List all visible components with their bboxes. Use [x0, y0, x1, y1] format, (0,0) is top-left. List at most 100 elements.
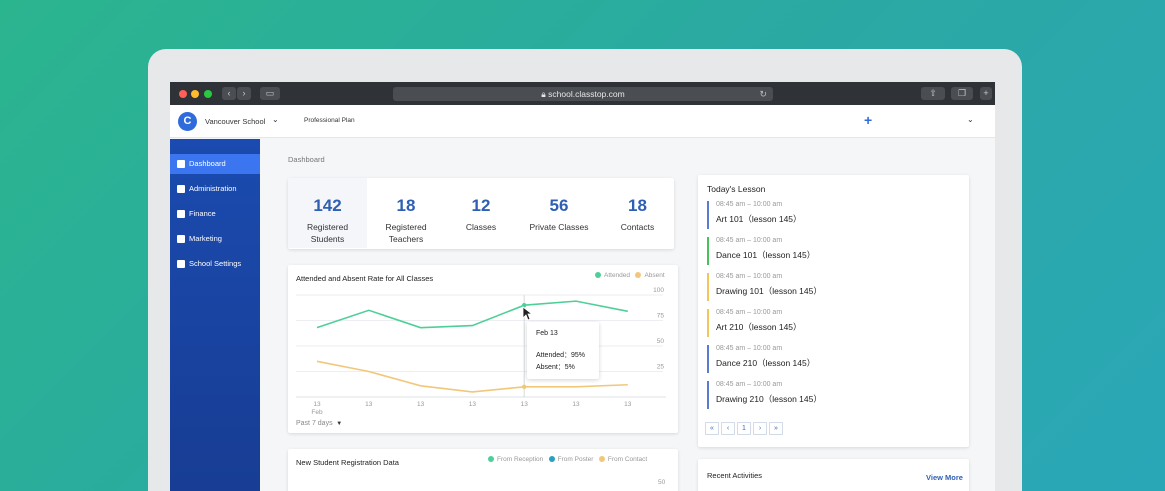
reload-icon[interactable]: ↻: [759, 89, 767, 99]
stat-label: Registered Teachers: [385, 222, 427, 244]
stat-label: Registered Students: [306, 222, 349, 244]
view-more-link[interactable]: View More: [926, 473, 963, 482]
legend-dot-attended: [595, 272, 601, 278]
legend-attended[interactable]: Attended: [604, 272, 631, 279]
lesson-time: 08:45 am – 10:00 am: [716, 273, 783, 280]
sidebar-item-label: Administration: [189, 184, 237, 193]
lesson-item[interactable]: 08:45 am – 10:00 am Art 101（lesson 145）: [707, 201, 947, 229]
sidebar: Dashboard Administration Finance Marketi…: [170, 139, 260, 491]
stat-classes[interactable]: 12 Classes: [445, 178, 517, 248]
lesson-item[interactable]: 08:45 am – 10:00 am Dance 101（lesson 145…: [707, 237, 947, 265]
stat-private-classes[interactable]: 56 Private Classes: [517, 178, 601, 248]
person-icon: [177, 235, 185, 243]
sidebar-item-label: Marketing: [189, 234, 222, 243]
chart-icon: [177, 210, 185, 218]
x-tick-label: 13: [417, 401, 425, 408]
app-header: C Vancouver School ⌄ Professional Plan +…: [170, 105, 995, 138]
stat-registered-students[interactable]: 142 Registered Students: [288, 178, 367, 248]
range-select[interactable]: Past 7 days ▼: [296, 420, 342, 427]
next-page-button[interactable]: ›: [753, 422, 767, 435]
y-tick-label: 75: [657, 313, 665, 320]
x-tick-label: 13: [624, 401, 632, 408]
share-icon[interactable]: ⇧: [921, 87, 945, 100]
first-page-button[interactable]: «: [705, 422, 719, 435]
browser-toolbar: ‹ › ▭ 🔒︎ school.classtop.com ↻ ⇧ ❐ +: [170, 82, 995, 105]
chart-tooltip: Feb 13 Attended：95% Absent：5%: [527, 322, 599, 379]
legend-from-contact[interactable]: From Contact: [607, 456, 648, 463]
y-tick-label: 50: [657, 338, 665, 345]
maximize-window-button[interactable]: [204, 90, 212, 98]
back-button[interactable]: ‹: [222, 87, 236, 100]
lesson-item[interactable]: 08:45 am – 10:00 am Drawing 101（lesson 1…: [707, 273, 947, 301]
sidebar-item-label: Finance: [189, 209, 216, 218]
stat-value: 12: [471, 196, 491, 215]
account-menu-chevron-icon[interactable]: ⌄: [967, 115, 974, 124]
todays-lesson-card: Today's Lesson 08:45 am – 10:00 am Art 1…: [698, 175, 969, 447]
chevron-down-icon[interactable]: ⌄: [272, 115, 279, 124]
lesson-item[interactable]: 08:45 am – 10:00 am Drawing 210（lesson 1…: [707, 381, 947, 409]
x-tick-label: 13: [313, 401, 321, 408]
data-point-absent: [522, 384, 527, 389]
legend-absent[interactable]: Absent: [644, 272, 665, 279]
tooltip-absent: Absent：5%: [536, 364, 575, 371]
attendance-chart-card: Attended and Absent Rate for All Classes…: [288, 265, 678, 433]
stats-card: 142 Registered Students 18 Registered Teac…: [288, 178, 674, 249]
lesson-name: Drawing 210（lesson 145）: [716, 394, 822, 404]
stat-value: 56: [549, 196, 569, 215]
stat-label: Classes: [465, 222, 497, 232]
lesson-name: Art 210（lesson 145）: [716, 322, 802, 332]
lesson-item[interactable]: 08:45 am – 10:00 am Art 210（lesson 145）: [707, 309, 947, 337]
breadcrumb: Dashboard: [288, 155, 325, 164]
stat-value: 18: [628, 196, 647, 215]
sidebar-toggle-icon[interactable]: ▭: [260, 87, 280, 100]
sidebar-item-label: Dashboard: [189, 159, 226, 168]
sidebar-item-label: School Settings: [189, 259, 242, 268]
mouse-cursor-icon: [522, 306, 534, 321]
forward-button[interactable]: ›: [237, 87, 251, 100]
x-tick-label: 13: [469, 401, 477, 408]
y-tick: 50: [658, 479, 666, 486]
page-1-button[interactable]: 1: [737, 422, 751, 435]
lesson-name: Dance 210（lesson 145）: [716, 358, 816, 368]
sidebar-item-school-settings[interactable]: School Settings: [170, 254, 260, 274]
lesson-item[interactable]: 08:45 am – 10:00 am Dance 210（lesson 145…: [707, 345, 947, 373]
last-page-button[interactable]: »: [769, 422, 783, 435]
chart-legend: From Reception From Poster From Contact: [488, 456, 647, 463]
legend-dot: [488, 456, 494, 462]
y-tick-label: 100: [653, 287, 664, 294]
chart-title: Attended and Absent Rate for All Classes: [296, 274, 434, 283]
address-bar[interactable]: 🔒︎ school.classtop.com ↻: [393, 87, 773, 101]
lesson-time: 08:45 am – 10:00 am: [716, 237, 783, 244]
data-point-attended: [522, 303, 527, 308]
tabs-icon[interactable]: ❐: [951, 87, 973, 100]
pagination: « ‹ 1 › »: [705, 422, 795, 436]
legend-dot: [598, 456, 605, 462]
activities-title: Recent Activities: [707, 471, 763, 480]
sidebar-item-finance[interactable]: Finance: [170, 204, 260, 224]
legend-from-poster[interactable]: From Poster: [557, 456, 594, 463]
range-select-label: Past 7 days: [296, 420, 333, 427]
legend-from-reception[interactable]: From Reception: [497, 456, 544, 463]
chart-legend: Attended Absent: [595, 272, 665, 279]
clipboard-icon: [177, 185, 185, 193]
lesson-time: 08:45 am – 10:00 am: [716, 309, 783, 316]
lesson-name: Drawing 101（lesson 145）: [716, 286, 822, 296]
prev-page-button[interactable]: ‹: [721, 422, 735, 435]
sidebar-item-marketing[interactable]: Marketing: [170, 229, 260, 249]
x-tick-label: 13: [521, 401, 529, 408]
stat-label: Contacts: [620, 222, 655, 232]
caret-down-icon: ▼: [334, 421, 343, 427]
chart-title: New Student Registration Data: [296, 458, 399, 467]
sidebar-item-dashboard[interactable]: Dashboard: [170, 154, 260, 174]
lesson-name: Art 101（lesson 145）: [716, 214, 802, 224]
sidebar-item-administration[interactable]: Administration: [170, 179, 260, 199]
minimize-window-button[interactable]: [191, 90, 199, 98]
stat-contacts[interactable]: 18 Contacts: [601, 178, 674, 248]
stat-registered-teachers[interactable]: 18 Registered Teachers: [367, 178, 445, 248]
school-name[interactable]: Vancouver School: [205, 117, 266, 126]
close-window-button[interactable]: [179, 90, 187, 98]
new-tab-button[interactable]: +: [980, 87, 992, 100]
stat-value: 142: [313, 196, 342, 215]
add-icon[interactable]: +: [864, 112, 873, 128]
